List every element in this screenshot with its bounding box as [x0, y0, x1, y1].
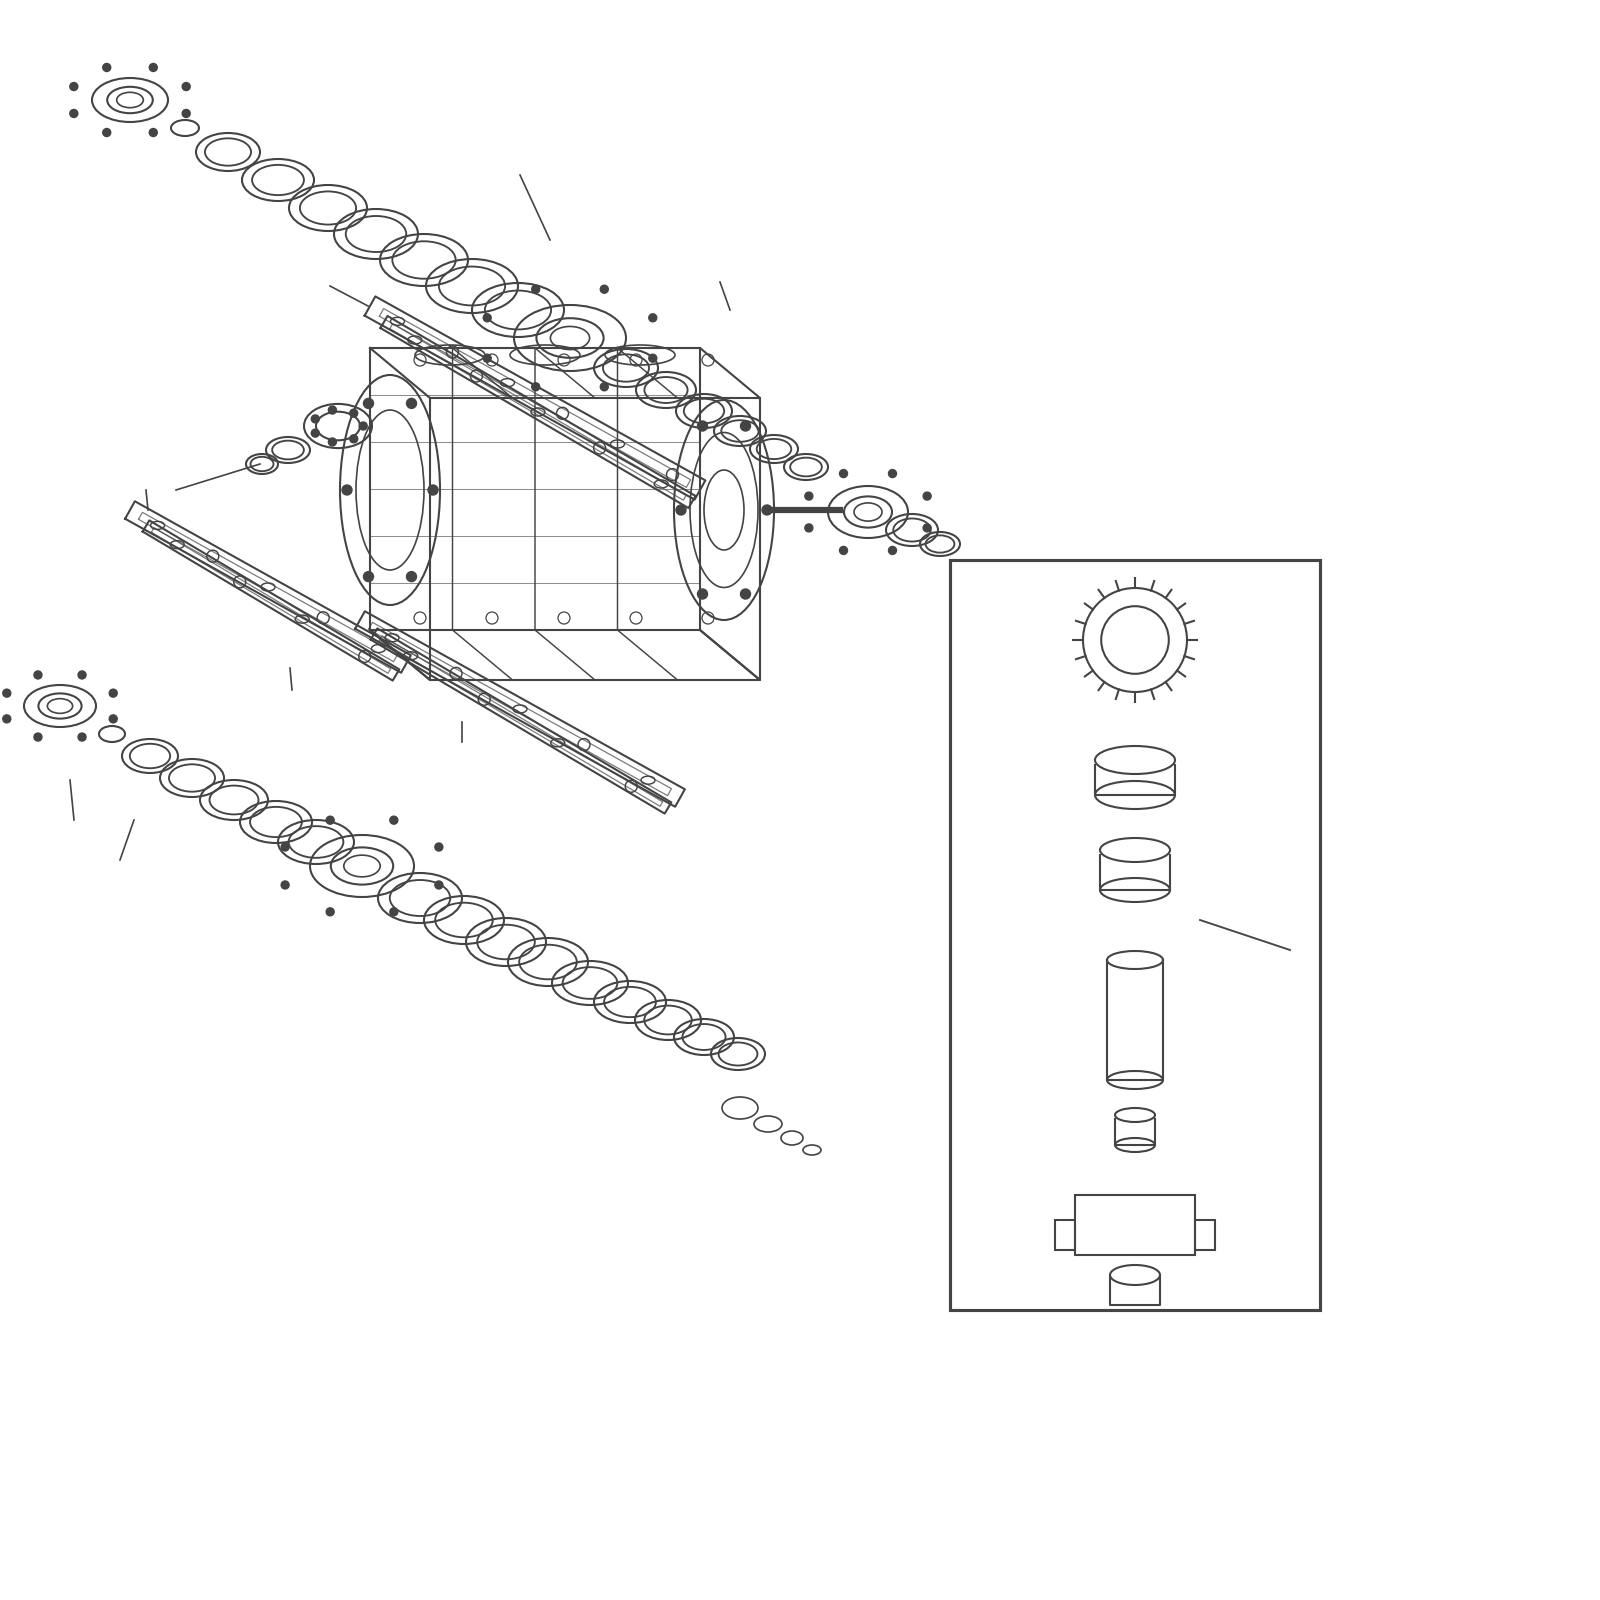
Circle shape [435, 843, 443, 851]
Circle shape [312, 429, 320, 437]
Circle shape [350, 435, 358, 443]
Circle shape [182, 109, 190, 117]
Circle shape [390, 907, 398, 915]
Circle shape [483, 314, 491, 322]
Circle shape [805, 523, 813, 531]
Circle shape [600, 382, 608, 390]
Circle shape [888, 469, 896, 477]
Bar [1054, 1219, 1075, 1250]
Bar [950, 560, 1320, 1310]
Circle shape [102, 64, 110, 72]
Circle shape [326, 816, 334, 824]
Circle shape [358, 422, 368, 430]
Circle shape [648, 314, 656, 322]
Circle shape [70, 83, 78, 91]
Circle shape [350, 410, 358, 418]
Circle shape [70, 109, 78, 117]
Circle shape [698, 589, 707, 598]
Circle shape [923, 493, 931, 501]
Circle shape [328, 406, 336, 414]
Circle shape [363, 398, 373, 408]
Circle shape [406, 398, 416, 408]
Circle shape [78, 670, 86, 678]
Circle shape [34, 670, 42, 678]
Circle shape [3, 715, 11, 723]
Circle shape [78, 733, 86, 741]
Circle shape [429, 485, 438, 494]
Circle shape [675, 506, 686, 515]
Circle shape [648, 354, 656, 362]
Circle shape [805, 493, 813, 501]
Circle shape [762, 506, 771, 515]
Circle shape [328, 438, 336, 446]
Circle shape [435, 882, 443, 890]
Circle shape [698, 421, 707, 430]
Circle shape [406, 571, 416, 582]
Circle shape [363, 571, 373, 582]
Circle shape [840, 547, 848, 555]
Circle shape [34, 733, 42, 741]
Circle shape [483, 354, 491, 362]
Circle shape [282, 843, 290, 851]
Circle shape [182, 83, 190, 91]
Circle shape [741, 589, 750, 598]
Circle shape [531, 285, 539, 293]
Circle shape [312, 414, 320, 422]
Circle shape [342, 485, 352, 494]
Circle shape [149, 128, 157, 136]
Circle shape [102, 128, 110, 136]
Circle shape [282, 882, 290, 890]
Bar [1075, 1195, 1195, 1254]
Circle shape [149, 64, 157, 72]
Circle shape [3, 690, 11, 698]
Circle shape [390, 816, 398, 824]
Circle shape [888, 547, 896, 555]
Circle shape [840, 469, 848, 477]
Circle shape [923, 523, 931, 531]
Circle shape [531, 382, 539, 390]
Circle shape [326, 907, 334, 915]
Circle shape [741, 421, 750, 430]
Circle shape [109, 715, 117, 723]
Circle shape [109, 690, 117, 698]
Circle shape [600, 285, 608, 293]
Bar [1195, 1219, 1214, 1250]
